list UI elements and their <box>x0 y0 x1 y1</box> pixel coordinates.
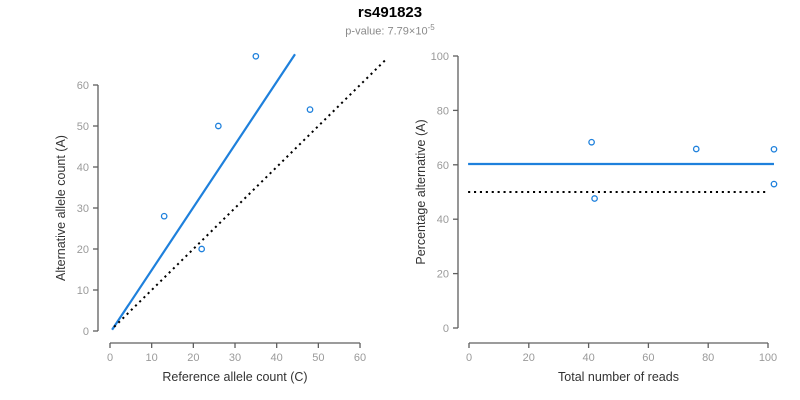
y-tick-label: 80 <box>437 105 449 117</box>
x-tick-label: 20 <box>523 352 535 364</box>
y-tick-label: 30 <box>77 203 89 215</box>
x-tick-label: 60 <box>642 352 654 364</box>
y-tick-label: 50 <box>77 121 89 133</box>
data-point <box>692 145 700 153</box>
y-tick-label: 60 <box>437 160 449 172</box>
y-axis-label: Alternative allele count (A) <box>54 135 68 281</box>
x-tick-label: 80 <box>702 352 714 364</box>
x-tick-label: 60 <box>354 352 366 364</box>
identity-line <box>113 57 388 328</box>
y-tick-label: 40 <box>437 214 449 226</box>
allele-counts-scatter: 0 10 20 30 40 50 60 0 10 20 30 40 50 60 Reference alle… <box>54 52 388 384</box>
data-point <box>770 145 778 153</box>
x-tick-label: 30 <box>229 352 241 364</box>
y-tick-label: 0 <box>443 323 449 335</box>
x-tick-label: 50 <box>312 352 324 364</box>
data-point <box>214 122 222 130</box>
fit-line <box>111 53 296 331</box>
data-point <box>198 245 206 253</box>
data-point <box>160 212 168 220</box>
y-tick-label: 10 <box>77 285 89 297</box>
y-tick-label: 20 <box>437 269 449 281</box>
x-axis-label: Reference allele count (C) <box>162 370 307 384</box>
y-tick-label: 20 <box>77 244 89 256</box>
x-axis-label: Total number of reads <box>558 370 679 384</box>
x-tick-label: 20 <box>187 352 199 364</box>
y-axis-label: Percentage alternative (A) <box>414 119 428 264</box>
y-tick-label: 40 <box>77 162 89 174</box>
data-point <box>306 106 314 113</box>
data-point <box>588 138 595 146</box>
y-tick-label: 100 <box>431 51 449 63</box>
data-point <box>591 195 598 202</box>
x-tick-label: 40 <box>582 352 594 364</box>
y-tick-label: 0 <box>83 326 89 338</box>
x-tick-label: 0 <box>107 352 113 364</box>
x-tick-label: 100 <box>759 352 777 364</box>
x-tick-label: 40 <box>271 352 283 364</box>
x-tick-label: 0 <box>466 352 472 364</box>
x-tick-label: 10 <box>146 352 158 364</box>
data-point <box>252 52 260 60</box>
percentage-alternative-scatter: 0 20 40 60 80 100 0 20 40 60 80 100 Total number of … <box>414 51 778 384</box>
y-tick-label: 60 <box>77 80 89 92</box>
data-point <box>770 180 778 188</box>
